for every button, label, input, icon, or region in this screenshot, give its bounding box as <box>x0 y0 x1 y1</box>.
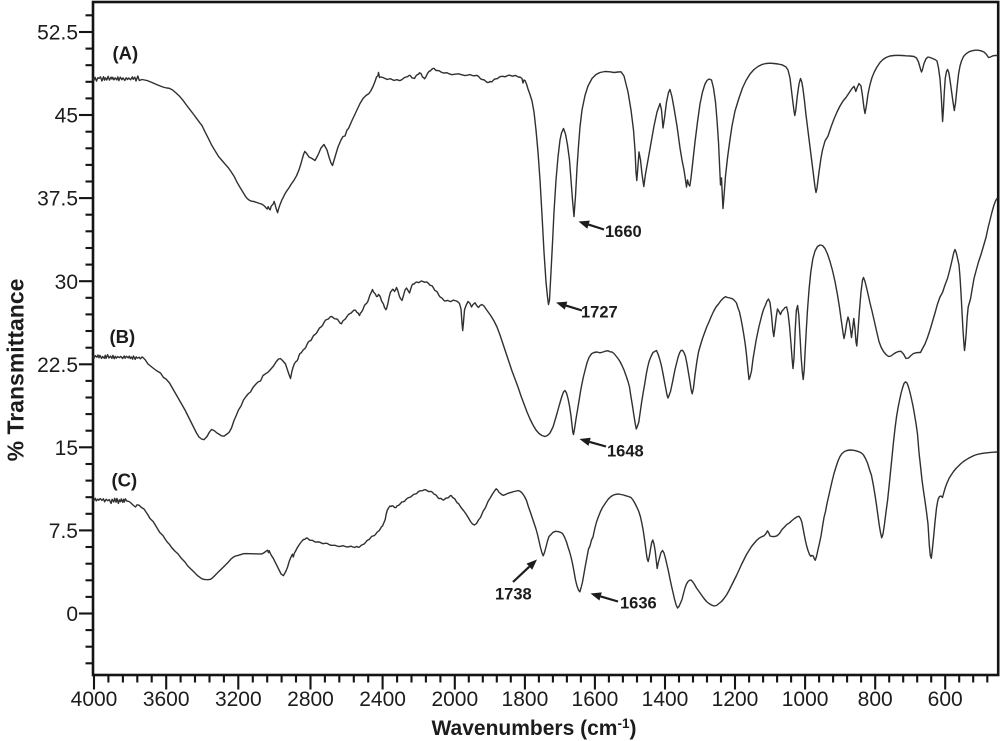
svg-text:3600: 3600 <box>143 688 190 711</box>
svg-text:1660: 1660 <box>605 223 642 241</box>
svg-text:(A): (A) <box>113 42 139 63</box>
svg-text:4000: 4000 <box>71 688 118 711</box>
svg-text:1800: 1800 <box>502 688 549 711</box>
svg-text:1400: 1400 <box>642 688 689 711</box>
svg-text:% Transmittance: % Transmittance <box>3 279 29 462</box>
svg-text:1600: 1600 <box>572 688 619 711</box>
svg-text:15: 15 <box>55 437 78 460</box>
svg-text:0: 0 <box>66 603 78 626</box>
svg-text:(C): (C) <box>112 470 138 491</box>
svg-text:1727: 1727 <box>581 304 618 322</box>
svg-text:800: 800 <box>858 688 893 711</box>
svg-text:Wavenumbers (cm-1): Wavenumbers (cm-1) <box>432 716 637 740</box>
svg-text:52.5: 52.5 <box>37 22 78 45</box>
svg-text:(B): (B) <box>110 326 136 347</box>
svg-text:30: 30 <box>55 271 78 294</box>
svg-text:45: 45 <box>55 105 78 128</box>
svg-text:1000: 1000 <box>782 688 829 711</box>
svg-text:22.5: 22.5 <box>37 354 78 377</box>
svg-text:1636: 1636 <box>620 595 657 613</box>
svg-text:3200: 3200 <box>215 688 262 711</box>
svg-text:1738: 1738 <box>495 586 532 604</box>
svg-text:1200: 1200 <box>712 688 759 711</box>
svg-text:7.5: 7.5 <box>49 520 78 543</box>
svg-text:2800: 2800 <box>287 688 334 711</box>
svg-text:2400: 2400 <box>359 688 406 711</box>
svg-text:600: 600 <box>928 688 963 711</box>
svg-text:2000: 2000 <box>431 688 478 711</box>
svg-text:1648: 1648 <box>607 443 644 461</box>
svg-text:37.5: 37.5 <box>37 188 78 211</box>
